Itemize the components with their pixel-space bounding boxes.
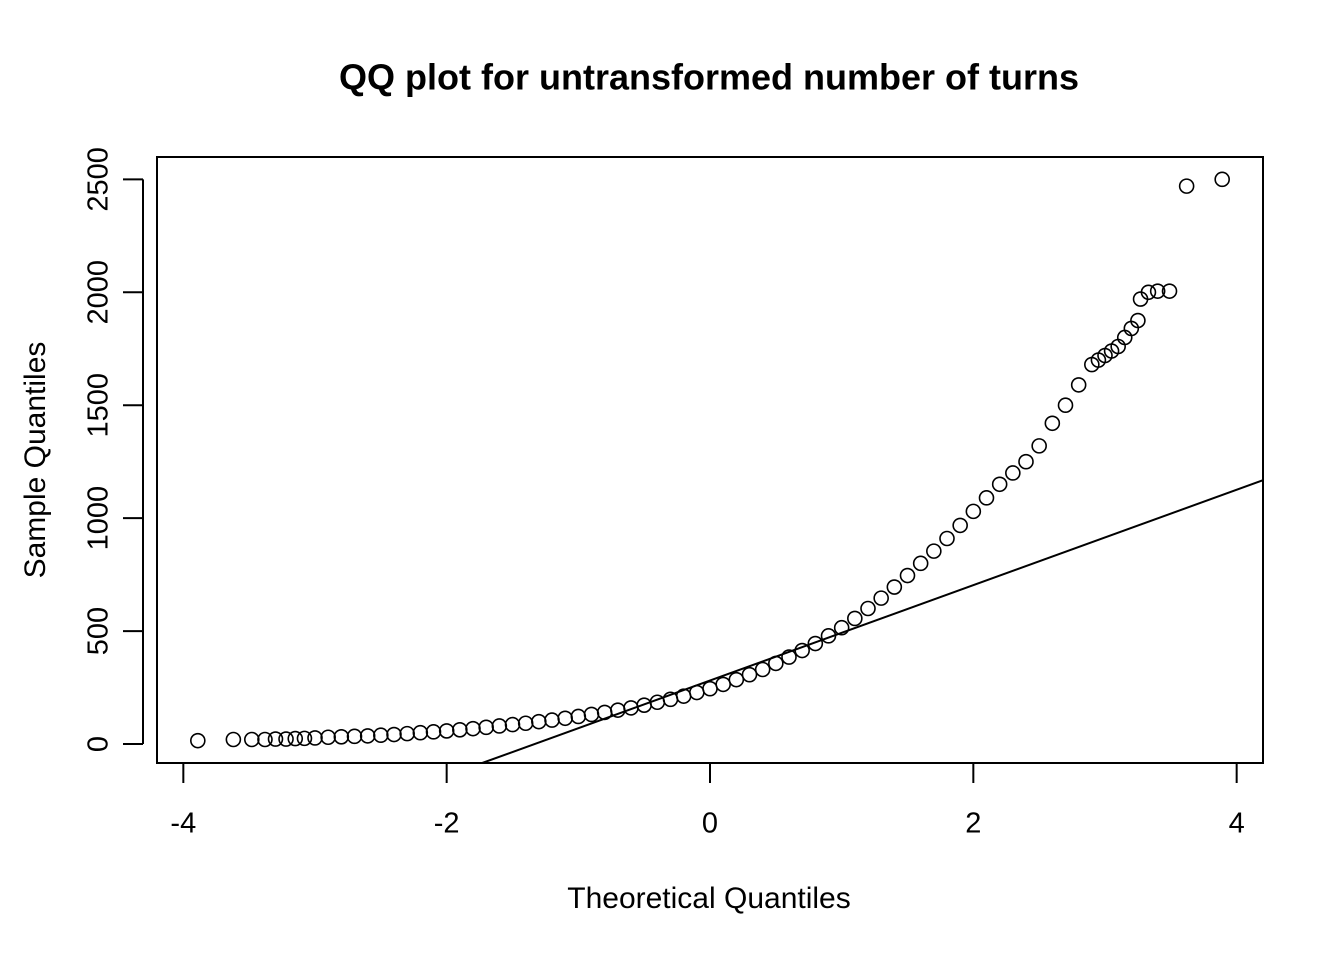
point <box>287 730 304 747</box>
point <box>978 490 995 506</box>
y-tick-label: 0 <box>83 736 115 752</box>
point <box>278 731 294 747</box>
point <box>1031 438 1047 454</box>
point <box>886 579 903 595</box>
chart-title: QQ plot for untransformed number of turn… <box>339 57 1079 98</box>
point <box>939 530 955 547</box>
point <box>1140 284 1157 301</box>
point <box>504 716 521 733</box>
point <box>583 706 600 723</box>
y-tick-label: 1000 <box>83 486 115 551</box>
point <box>952 517 968 534</box>
point <box>741 666 758 683</box>
point <box>320 729 336 746</box>
point <box>452 721 468 738</box>
point <box>991 476 1008 493</box>
point <box>860 600 876 617</box>
point <box>373 727 389 744</box>
point <box>438 723 455 739</box>
point <box>1130 312 1146 329</box>
point <box>491 718 508 734</box>
point <box>346 728 363 745</box>
point <box>425 724 442 740</box>
point <box>873 590 889 606</box>
point <box>1070 377 1087 393</box>
y-tick-label: 500 <box>83 607 115 655</box>
reference-line <box>481 479 1263 763</box>
point <box>190 732 206 749</box>
point <box>781 649 797 665</box>
point <box>296 730 313 747</box>
point <box>531 713 547 730</box>
point <box>847 610 863 627</box>
point <box>465 720 481 737</box>
point <box>399 725 415 742</box>
x-tick-label: -4 <box>170 808 196 840</box>
point <box>899 567 916 584</box>
point <box>570 708 587 725</box>
plot-area <box>190 171 1263 763</box>
point <box>912 555 929 572</box>
point <box>544 712 560 728</box>
point <box>557 710 573 727</box>
x-tick-label: -2 <box>434 808 460 840</box>
point <box>478 719 494 736</box>
point <box>926 543 942 559</box>
point <box>1018 453 1034 470</box>
point <box>1149 283 1166 299</box>
point <box>386 726 402 743</box>
y-tick-label: 2500 <box>83 147 115 212</box>
point <box>754 661 771 678</box>
point <box>359 728 376 744</box>
x-axis-title: Theoretical Quantiles <box>567 882 850 915</box>
y-axis-title: Sample Quantiles <box>19 342 52 579</box>
x-tick-label: 0 <box>702 808 718 840</box>
point <box>1057 397 1074 414</box>
point <box>257 731 273 748</box>
point <box>333 728 350 745</box>
point <box>728 671 745 688</box>
point <box>307 730 323 746</box>
y-tick-label: 1500 <box>83 373 115 438</box>
plot-frame <box>156 156 1264 764</box>
point <box>1005 465 1021 481</box>
point <box>715 676 731 693</box>
x-tick-label: 2 <box>965 808 981 840</box>
point <box>702 680 718 697</box>
point <box>807 635 824 652</box>
point <box>1178 178 1195 194</box>
point <box>1161 283 1178 299</box>
point <box>244 731 260 748</box>
point <box>1214 171 1230 188</box>
y-tick-label: 2000 <box>83 260 115 325</box>
point <box>833 619 850 636</box>
point <box>225 731 242 748</box>
point <box>267 731 284 747</box>
point <box>517 715 534 732</box>
point <box>412 724 429 741</box>
point <box>965 503 982 520</box>
x-tick-label: 4 <box>1229 808 1245 840</box>
point <box>1044 415 1061 432</box>
